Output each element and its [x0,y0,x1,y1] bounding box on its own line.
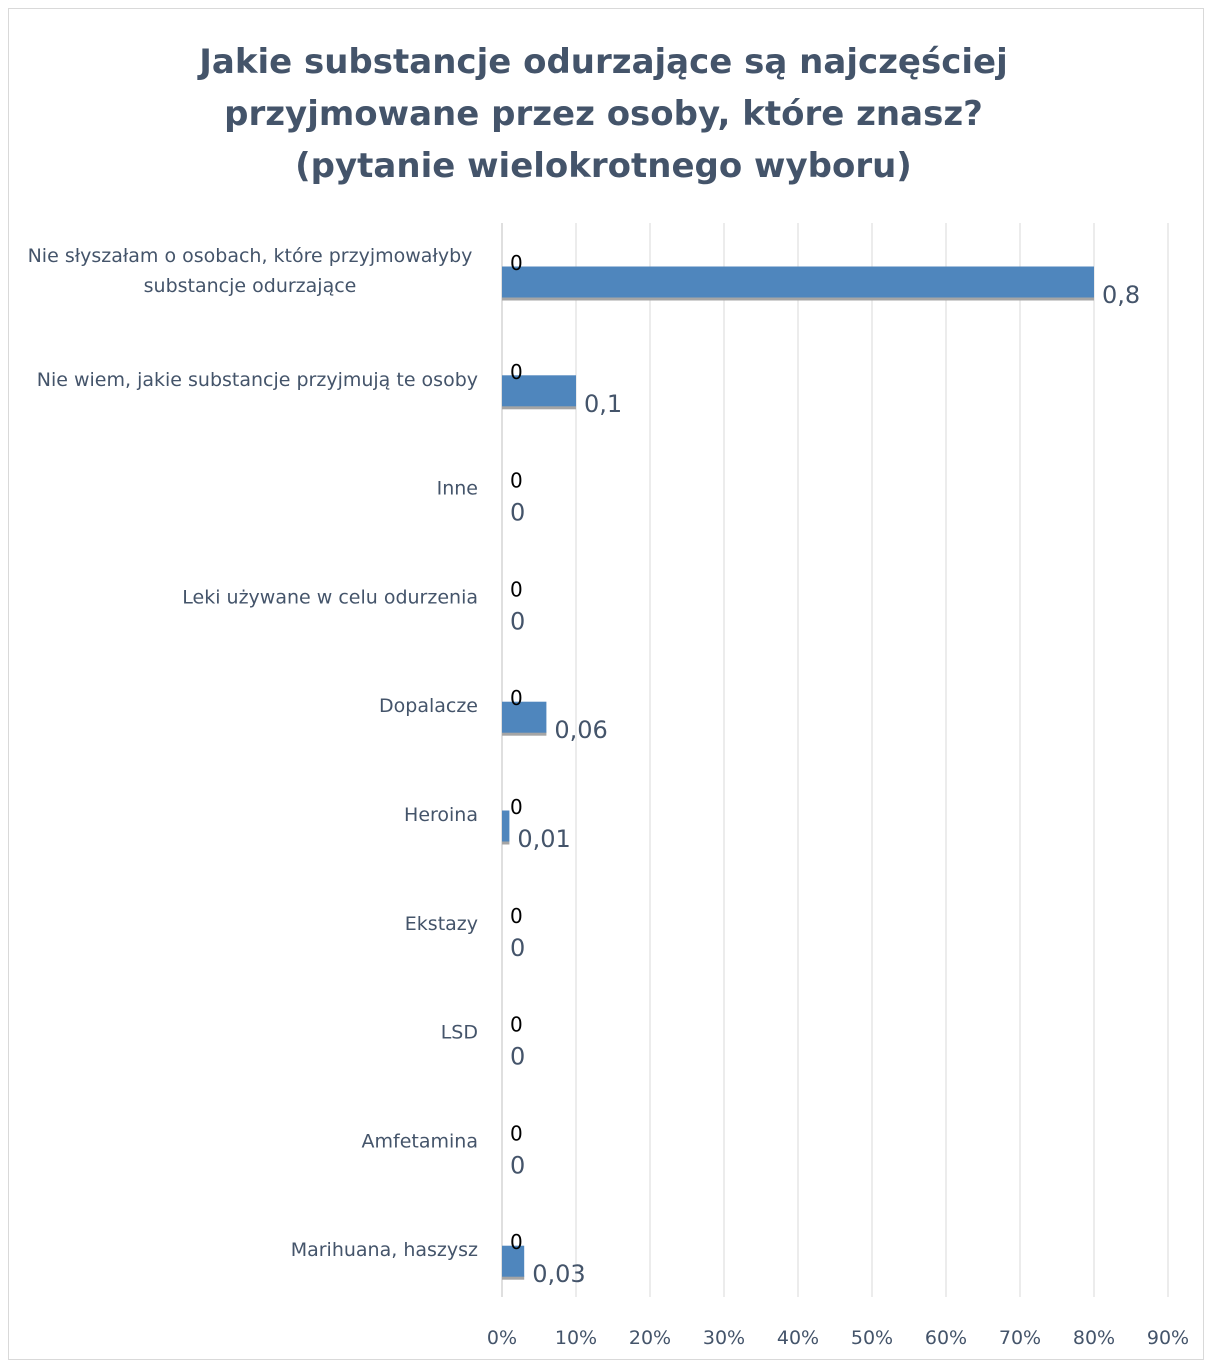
x-tick-label: 70% [999,1327,1041,1349]
x-axis-ticks: 0% 10% 20% 30% 40% 50% 60% 70% 80% 90% [487,1327,1189,1349]
data-label-series-2: 0,8 [1102,281,1140,309]
data-label-series-2: 0 [510,607,525,635]
chart-title: Jakie substancje odurzające są najczęści… [0,36,1207,192]
data-label-series-2: 0,03 [532,1260,585,1288]
bars [502,266,1094,1280]
x-tick-label: 60% [925,1327,967,1349]
data-label-series-2: 0,01 [517,825,570,853]
data-label-series-1: 0 [510,469,523,493]
x-tick-label: 30% [703,1327,745,1349]
bar-shadow [502,840,510,845]
category-label: LSD [441,1022,478,1044]
data-label-series-1: 0 [510,251,523,275]
category-label: Leki używane w celu odurzenia [182,586,478,608]
chart-frame [8,8,1204,1360]
chart-title-line-2: przyjmowane przez osoby, które znasz? [224,94,983,134]
x-tick-label: 40% [777,1327,819,1349]
data-label-series-1: 0 [510,1121,523,1145]
bar-series-2 [502,1245,525,1277]
bar-series-2 [502,375,576,407]
data-label-series-1: 0 [510,1230,523,1254]
data-label-series-1: 0 [510,1013,523,1037]
data-label-series-2: 0 [510,1043,525,1071]
category-label: Nie słyszałam o osobach, które przyjmowa… [28,245,473,267]
bar-series-2 [502,810,510,842]
x-tick-label: 0% [487,1327,517,1349]
x-tick-label: 20% [629,1327,671,1349]
category-labels: Nie słyszałam o osobach, które przyjmowa… [28,245,478,1261]
category-label: Marihuana, haszysz [291,1239,478,1261]
category-label: Ekstazy [405,913,478,935]
data-label-series-2: 0,06 [554,716,607,744]
bar-series-2 [502,701,547,733]
x-tick-label: 90% [1147,1327,1189,1349]
bar-series-2 [502,266,1094,298]
data-label-series-1: 0 [510,360,523,384]
x-tick-label: 50% [851,1327,893,1349]
data-label-series-1: 0 [510,577,523,601]
data-labels: 0 0,8 0 0,1 0 0 0 0 0 0,06 0 0,01 0 0 0 0 0 0 0 0,03 [510,251,1140,1288]
data-label-series-2: 0 [510,934,525,962]
x-tick-label: 80% [1073,1327,1115,1349]
bar-shadow [502,405,576,410]
bar-shadow [502,731,547,736]
category-label: Amfetamina [362,1130,478,1152]
category-label: substancje odurzające [144,275,357,297]
bar-shadow [502,296,1094,301]
data-label-series-1: 0 [510,795,523,819]
category-label: Inne [437,478,478,500]
chart-title-line-1: Jakie substancje odurzające są najczęści… [199,42,1008,82]
x-tick-label: 10% [555,1327,597,1349]
data-label-series-2: 0 [510,1151,525,1179]
data-label-series-2: 0 [510,499,525,527]
category-label: Heroina [404,804,478,826]
data-label-series-1: 0 [510,904,523,928]
gridlines [501,223,1169,1297]
data-label-series-2: 0,1 [584,390,622,418]
category-label: Dopalacze [379,695,478,717]
data-label-series-1: 0 [510,686,523,710]
category-label: Nie wiem, jakie substancje przyjmują te … [37,369,478,391]
bar-shadow [502,1275,525,1280]
chart-title-line-3: (pytanie wielokrotnego wyboru) [295,146,912,186]
